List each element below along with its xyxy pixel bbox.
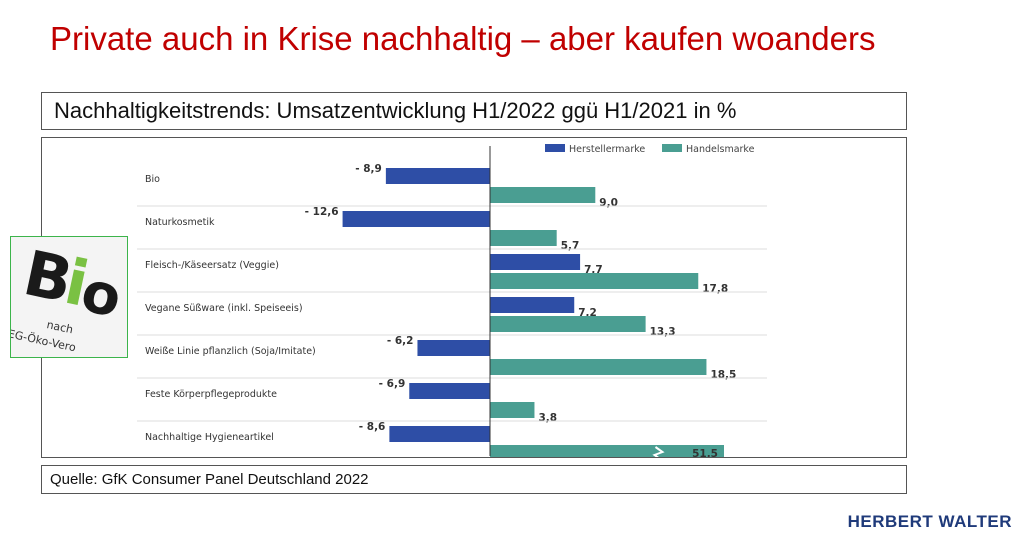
axis-break-mark <box>652 446 665 457</box>
value-label: 5,7 <box>561 240 580 252</box>
bar-handelsmarke <box>490 359 707 375</box>
legend-swatch-herstellermarke <box>545 144 565 152</box>
bar-handelsmarke <box>490 316 646 332</box>
value-label: 17,8 <box>702 283 728 295</box>
value-label: 13,3 <box>650 326 676 338</box>
bar-herstellermarke <box>490 254 581 270</box>
category-label: Bio <box>145 174 160 185</box>
category-label: Feste Körperpflegeprodukte <box>145 389 277 400</box>
chart-container: Herstellermarke Handelsmarke Bio - 8,9 9,0 Na… <box>41 137 907 458</box>
bar-herstellermarke <box>389 426 490 442</box>
bar-handelsmarke <box>490 187 596 203</box>
category-label: Nachhaltige Hygieneartikel <box>145 432 274 443</box>
bar-chart: Herstellermarke Handelsmarke Bio - 8,9 9,0 Na… <box>137 144 767 457</box>
slide-title: Private auch in Krise nachhaltig – aber … <box>50 20 876 57</box>
source-note: Quelle: GfK Consumer Panel Deutschland 2… <box>41 465 907 494</box>
value-label: 18,5 <box>710 369 736 381</box>
bio-logo-image: B i o nach EG-Öko-Vero <box>11 237 127 354</box>
legend-label-herstellermarke: Herstellermarke <box>569 144 645 155</box>
bio-logo: B i o nach EG-Öko-Vero <box>10 236 128 358</box>
value-label: 51,5 <box>692 448 718 457</box>
value-label: - 6,9 <box>379 378 406 390</box>
category-label: Vegane Süßware (inkl. Speiseeis) <box>145 303 303 314</box>
bar-herstellermarke <box>342 211 490 227</box>
svg-text:nach: nach <box>45 318 74 336</box>
value-label: - 6,2 <box>387 335 414 347</box>
category-label: Fleisch-/Käseersatz (Veggie) <box>145 260 279 271</box>
legend-swatch-handelsmarke <box>662 144 682 152</box>
bar-handelsmarke <box>490 230 557 246</box>
value-label: - 8,9 <box>355 163 382 175</box>
legend-label-handelsmarke: Handelsmarke <box>686 144 755 155</box>
bar-herstellermarke <box>385 168 490 184</box>
bar-herstellermarke <box>490 297 575 313</box>
value-label: - 8,6 <box>359 421 386 433</box>
value-label: 9,0 <box>599 197 618 209</box>
category-label: Weiße Linie pflanzlich (Soja/Imitate) <box>145 346 316 357</box>
bar-handelsmarke <box>490 273 699 289</box>
value-label: 3,8 <box>538 412 557 424</box>
chart-subtitle: Nachhaltigkeitstrends: Umsatzentwicklung… <box>41 92 907 130</box>
bar-herstellermarke <box>417 340 490 356</box>
brand-logo: HERBERT WALTER <box>847 512 1012 531</box>
bar-herstellermarke <box>409 383 490 399</box>
category-label: Naturkosmetik <box>145 217 215 228</box>
bar-handelsmarke <box>490 402 535 418</box>
bar-handelsmarke <box>490 445 724 457</box>
value-label: - 12,6 <box>305 206 339 218</box>
